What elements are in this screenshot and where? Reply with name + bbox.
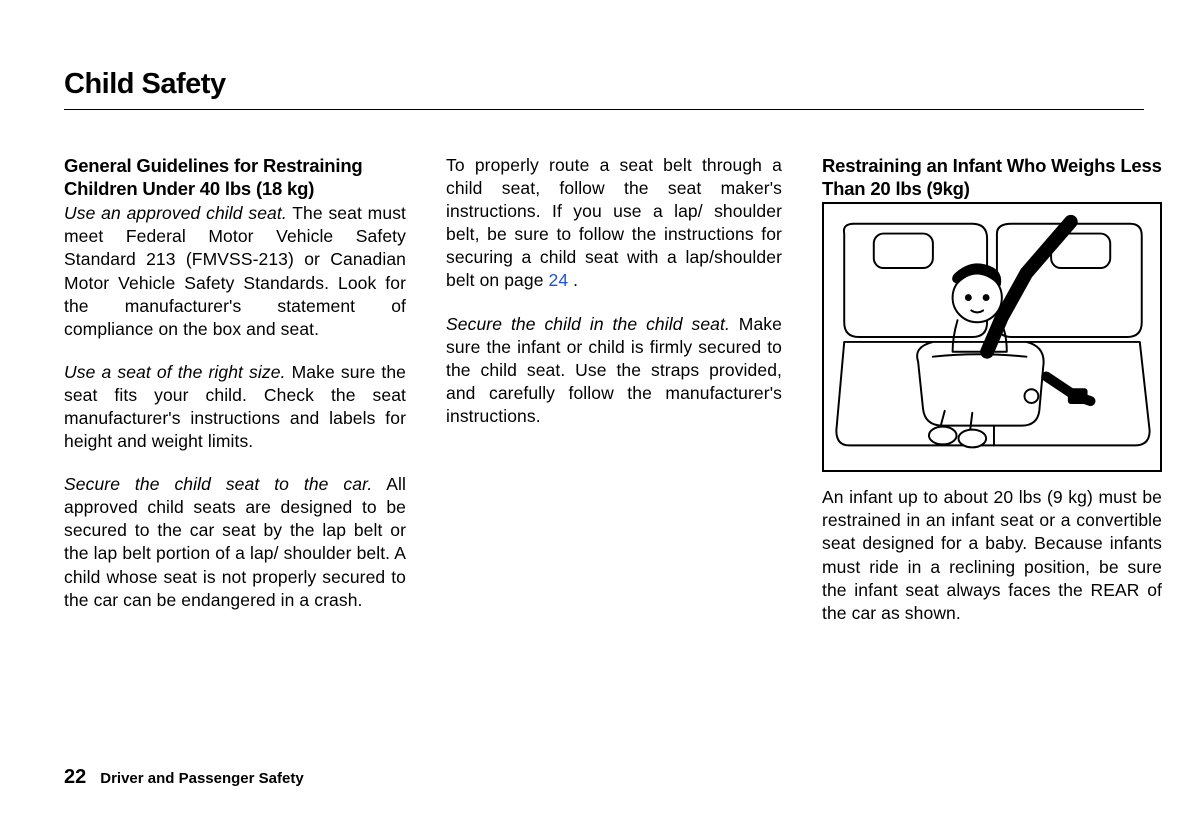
column-3: Restraining an Infant Who Weighs Less Th… bbox=[822, 154, 1162, 625]
col2-p1-after: . bbox=[568, 270, 578, 290]
col1-para-1: Use an approved child seat. The seat mus… bbox=[64, 202, 406, 341]
column-1: General Guidelines for Restraining Child… bbox=[64, 154, 406, 625]
page-title: Child Safety bbox=[64, 68, 1144, 101]
col1-heading: General Guidelines for Restraining Child… bbox=[64, 154, 406, 200]
child-seat-svg-icon bbox=[824, 204, 1160, 470]
col1-p1-lead: Use an approved child seat. bbox=[64, 203, 287, 223]
manual-page: Child Safety General Guidelines for Rest… bbox=[0, 0, 1200, 819]
col1-p3-rest: All approved child seats are designed to… bbox=[64, 474, 406, 609]
column-2: To properly route a seat belt through a … bbox=[446, 154, 782, 625]
col1-p2-lead: Use a seat of the right size. bbox=[64, 362, 286, 382]
col3-para-1: An infant up to about 20 lbs (9 kg) must… bbox=[822, 486, 1162, 625]
page-number: 22 bbox=[64, 766, 86, 789]
section-label: Driver and Passenger Safety bbox=[100, 770, 303, 787]
title-rule bbox=[64, 109, 1144, 110]
page-ref-link[interactable]: 24 bbox=[549, 270, 569, 290]
col1-para-3: Secure the child seat to the car. All ap… bbox=[64, 473, 406, 612]
col2-p1-before: To properly route a seat belt through a … bbox=[446, 155, 782, 290]
col3-heading: Restraining an Infant Who Weighs Less Th… bbox=[822, 154, 1162, 200]
col1-p3-lead: Secure the child seat to the car. bbox=[64, 474, 372, 494]
col1-para-2: Use a seat of the right size. Make sure … bbox=[64, 361, 406, 453]
col2-para-1: To properly route a seat belt through a … bbox=[446, 154, 782, 293]
col2-para-2: Secure the child in the child seat. Make… bbox=[446, 313, 782, 428]
infant-seat-illustration bbox=[822, 202, 1162, 472]
col2-p2-lead: Secure the child in the child seat. bbox=[446, 314, 730, 334]
col1-p1-rest: The seat must meet Federal Motor Vehicle… bbox=[64, 203, 406, 338]
page-footer: 22 Driver and Passenger Safety bbox=[64, 766, 304, 789]
content-columns: General Guidelines for Restraining Child… bbox=[64, 154, 1144, 625]
